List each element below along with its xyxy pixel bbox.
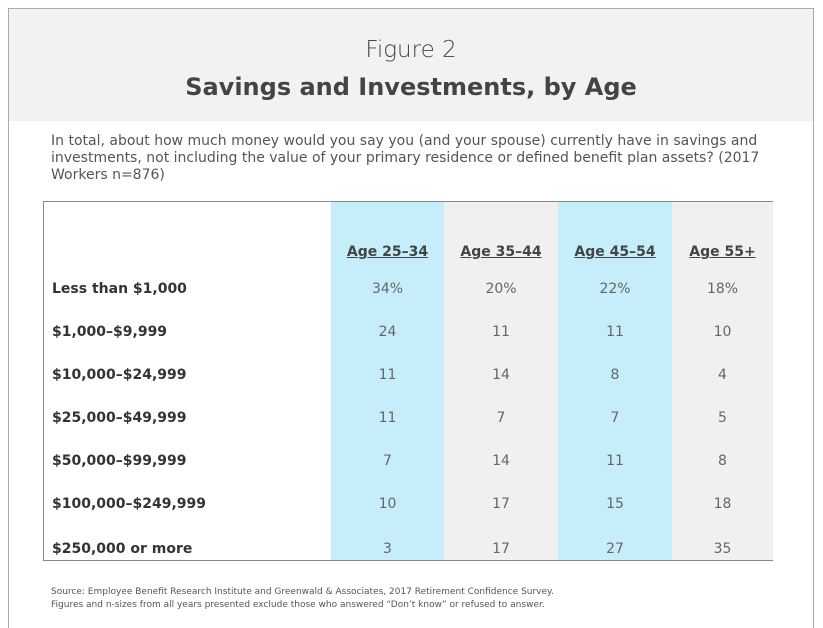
cell-value: 5 [718, 410, 727, 426]
figure-number: Figure 2 [365, 37, 457, 63]
cell-value: 11 [378, 367, 397, 383]
cell-value: 17 [492, 541, 510, 557]
question: In total, about how much money would you… [51, 133, 760, 183]
column-band [558, 202, 672, 560]
row-label: $1,000–$9,999 [52, 324, 168, 340]
source: Source: Employee Benefit Research Instit… [51, 587, 554, 597]
cell-value: 18 [713, 496, 732, 512]
cell-value: 8 [610, 367, 620, 383]
cell-value: 15 [606, 496, 624, 512]
cell-value: 18% [706, 281, 739, 297]
cell-value: 34% [371, 281, 404, 297]
column-band [444, 202, 558, 560]
column-header: Age 35–44 [460, 244, 542, 260]
cell-value: 35 [713, 541, 732, 557]
header-band: Figure 2 Savings and Investments, by Age [9, 9, 813, 121]
cell-value: 10 [713, 324, 732, 340]
row-label: $250,000 or more [52, 541, 193, 557]
figure-title: Savings and Investments, by Age [185, 73, 637, 101]
row-label: $10,000–$24,999 [52, 367, 187, 383]
column-band [672, 202, 773, 560]
cell-value: 24 [378, 324, 397, 340]
cell-value: 3 [383, 541, 392, 557]
source-note: Figures and n-sizes from all years prese… [51, 600, 545, 610]
row-label: Less than $1,000 [52, 281, 187, 297]
row-label: $25,000–$49,999 [52, 410, 187, 426]
cell-value: 4 [718, 367, 727, 383]
row-label: $100,000–$249,999 [52, 496, 207, 512]
column-header: Age 45–54 [574, 244, 656, 260]
cell-value: 8 [718, 453, 727, 469]
column-header: Age 55+ [689, 244, 756, 260]
row-label: $50,000–$99,999 [52, 453, 187, 469]
cell-value: 11 [492, 324, 510, 340]
column-band [331, 202, 444, 560]
table: Age 25–34 Age 35–44 Age 45–54 Age 55+ Less t… [43, 201, 773, 561]
cell-value: 17 [492, 496, 510, 512]
cell-value: 14 [492, 453, 510, 469]
cell-value: 10 [378, 496, 397, 512]
figure-frame: Figure 2 Savings and Investments, by Age… [8, 8, 814, 628]
cell-value: 27 [606, 541, 624, 557]
cell-value: 11 [378, 410, 397, 426]
cell-value: 11 [606, 324, 624, 340]
cell-value: 7 [383, 453, 392, 469]
cell-value: 20% [485, 281, 517, 297]
cell-value: 7 [610, 410, 620, 426]
cell-value: 14 [492, 367, 510, 383]
cell-value: 22% [599, 281, 631, 297]
cell-value: 7 [496, 410, 506, 426]
cell-value: 11 [606, 453, 624, 469]
column-header: Age 25–34 [346, 244, 429, 260]
